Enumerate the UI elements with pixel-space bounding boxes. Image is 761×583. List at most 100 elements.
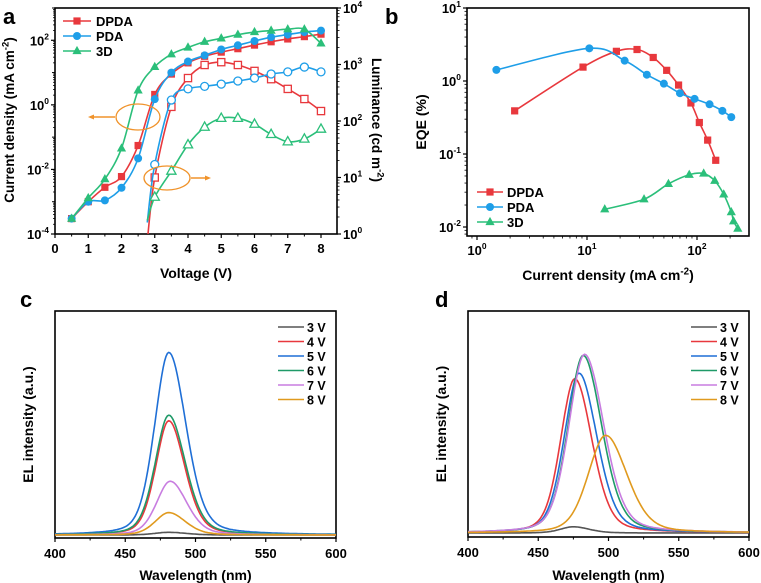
data-point [200, 36, 210, 45]
y2-tick-label: 101 [343, 169, 362, 186]
x-tick-label: 101 [577, 241, 596, 258]
y2-tick-label: 100 [343, 225, 362, 242]
y2-tick-label: 104 [343, 0, 362, 16]
data-point [149, 190, 161, 201]
legend-item: 6 V [691, 365, 739, 379]
data-point [266, 69, 276, 79]
x-tick-label: 1 [85, 241, 92, 256]
y-axis-label: Current density (mA cm-2) [1, 37, 17, 202]
legend-label: 8 V [307, 394, 326, 408]
data-point [710, 175, 720, 184]
x-tick-label: 600 [738, 545, 760, 560]
panel-b: b 100 101 102 10-2 10-1 100 101 Current density … [385, 0, 750, 283]
data-point [283, 24, 293, 33]
data-point [316, 106, 326, 116]
x-axis-label: Wavelength (nm) [139, 567, 251, 583]
data-point [133, 85, 143, 94]
data-point [719, 189, 729, 198]
data-point [183, 42, 193, 51]
series-line-pda-luminance [146, 66, 322, 223]
spectrum-3v [468, 526, 749, 534]
data-point [690, 94, 699, 103]
data-point [733, 223, 743, 232]
legend-marker [485, 216, 495, 226]
data-point [579, 63, 587, 71]
annotation-ellipse-left [115, 103, 161, 131]
data-point [67, 213, 77, 222]
y-tick-label: 101 [442, 0, 461, 16]
legend-label: PDA [96, 29, 124, 44]
data-point [117, 183, 126, 192]
y-tick-label: 10-2 [439, 218, 461, 235]
data-point [249, 73, 260, 83]
legend-item: DPDA [477, 185, 544, 200]
series-line-dpda [514, 48, 717, 161]
spectrum-8v [55, 511, 336, 536]
panel-letter-c: c [20, 287, 32, 312]
data-point [695, 118, 703, 127]
legend-item: 4 V [278, 336, 326, 350]
data-point [166, 95, 177, 105]
plot-frame [54, 310, 337, 539]
x-tick-label: 100 [467, 241, 486, 258]
y-axis-label: EL intensity (a.u.) [433, 366, 449, 482]
x-tick-label: 2 [118, 241, 125, 256]
arrow-right-icon [205, 175, 211, 181]
data-point [267, 33, 276, 42]
data-point [298, 132, 311, 143]
data-point [317, 26, 325, 35]
data-point [232, 111, 244, 123]
data-point [215, 111, 227, 123]
legend-label: DPDA [96, 14, 133, 29]
x-tick-label: 0 [51, 241, 58, 256]
data-point [183, 73, 193, 83]
legend-item: 3 V [278, 321, 326, 335]
x-tick-label: 7 [284, 241, 291, 256]
y-axis-label: EQE (%) [413, 94, 429, 149]
data-point [620, 56, 629, 65]
spectrum-5v [55, 351, 336, 535]
legend-marker [486, 203, 494, 211]
data-point [134, 154, 143, 163]
legend-item: 3 V [691, 321, 739, 335]
data-point [283, 30, 292, 39]
data-point [117, 172, 126, 181]
arrow-left-icon [88, 114, 94, 120]
legend-label: 6 V [720, 365, 739, 379]
data-point [699, 168, 709, 177]
data-point [316, 67, 326, 77]
series-line-pda [71, 29, 322, 220]
data-point [150, 61, 160, 71]
data-point [684, 169, 694, 178]
data-point [165, 164, 178, 175]
data-point [249, 26, 260, 36]
series-line-pda [496, 47, 732, 118]
legend-marker [73, 17, 81, 25]
legend-label: PDA [507, 200, 535, 215]
x-axis-label: Voltage (V) [160, 265, 232, 281]
data-point [283, 84, 292, 94]
y2-tick-label: 103 [343, 56, 362, 73]
legend-label: DPDA [507, 185, 544, 200]
data-point [100, 174, 110, 183]
legend-label: 6 V [307, 365, 326, 379]
legend-label: 4 V [720, 336, 739, 350]
series-line-dpda-luminance [147, 61, 322, 234]
legend-item: 3D [63, 44, 113, 59]
data-point [199, 81, 210, 92]
series-line-dpda [71, 33, 322, 220]
y-tick-label: 102 [30, 31, 49, 48]
x-tick-label: 400 [457, 545, 479, 560]
data-point [250, 37, 259, 46]
legend-marker [72, 45, 82, 55]
panel-d: d 400 450 500 550 600 Wavelength (nm) EL intens… [433, 287, 760, 583]
legend-item: 5 V [691, 350, 739, 364]
panel-letter-b: b [385, 4, 398, 29]
plot-frame [466, 7, 750, 237]
y2-tick-label: 102 [343, 112, 362, 129]
legend-item: 4 V [691, 336, 739, 350]
x-tick-label: 3 [151, 241, 158, 256]
x-tick-label: 8 [317, 241, 324, 256]
x-tick-label: 500 [185, 546, 207, 561]
x-tick-label: 400 [44, 546, 66, 561]
